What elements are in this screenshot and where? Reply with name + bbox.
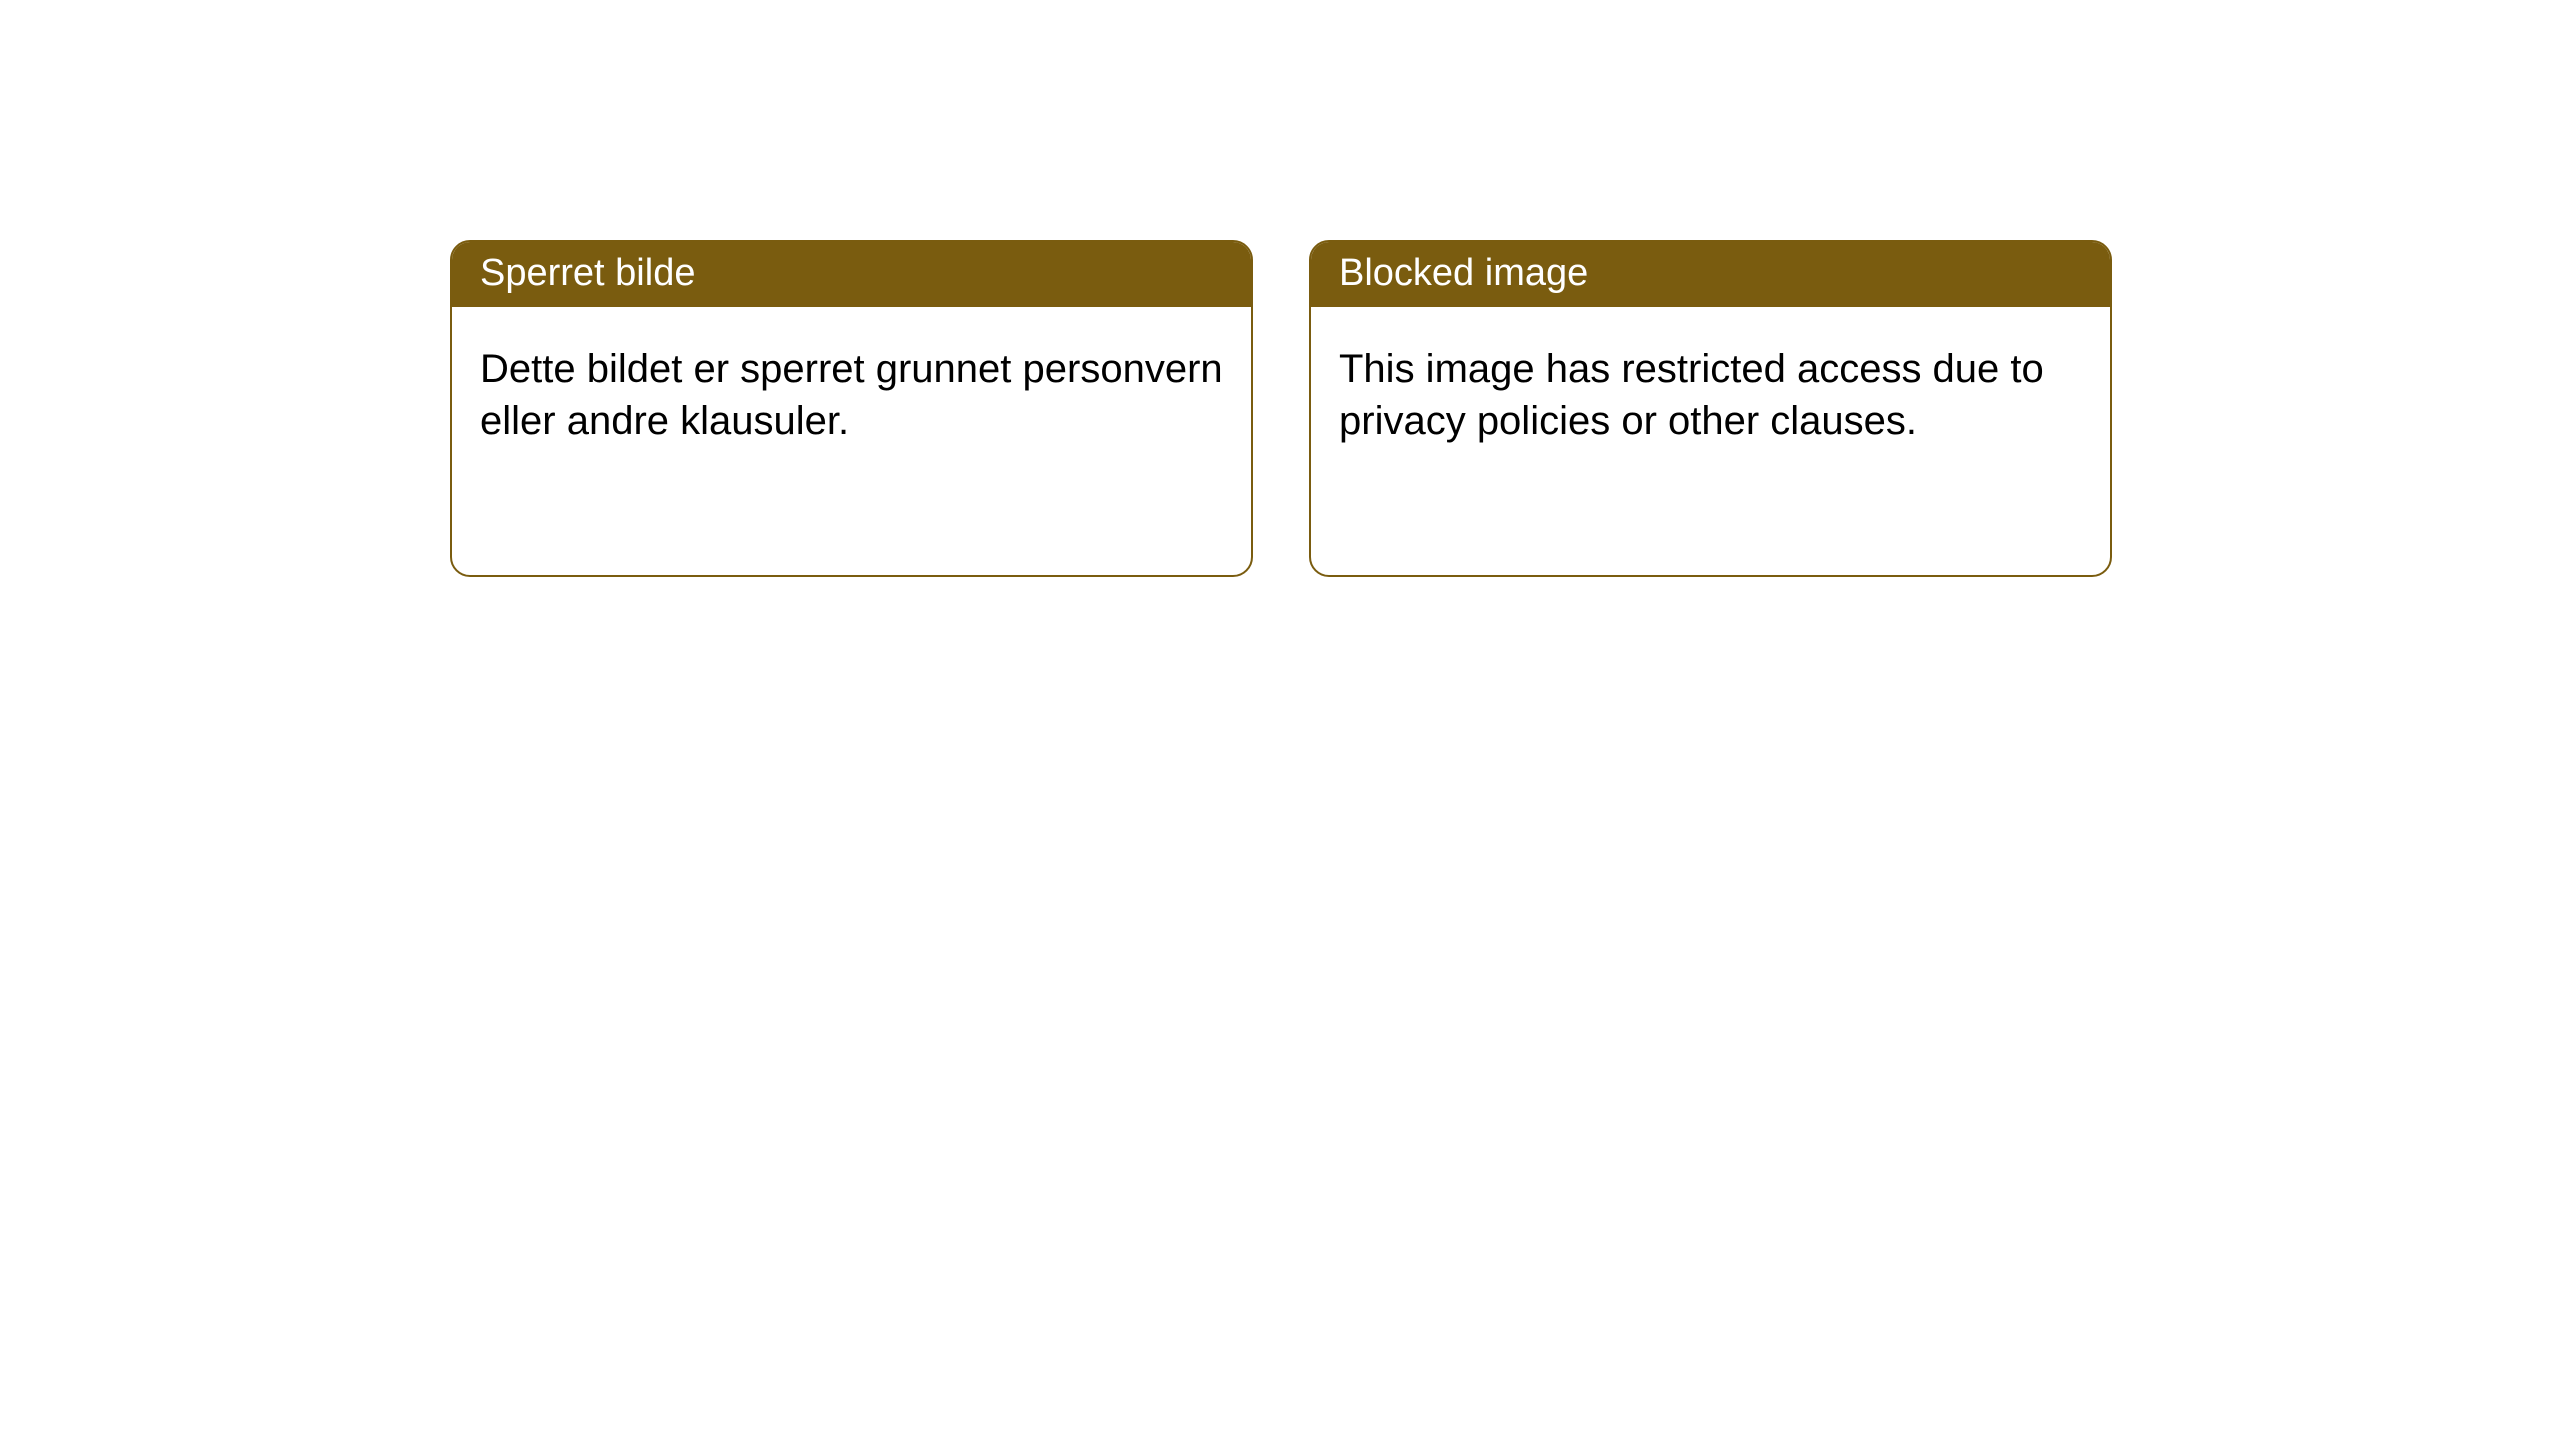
notice-container: Sperret bilde Dette bildet er sperret gr…	[0, 0, 2560, 577]
notice-body-norwegian: Dette bildet er sperret grunnet personve…	[452, 307, 1251, 475]
notice-title-norwegian: Sperret bilde	[452, 242, 1251, 307]
notice-title-english: Blocked image	[1311, 242, 2110, 307]
notice-card-english: Blocked image This image has restricted …	[1309, 240, 2112, 577]
notice-body-english: This image has restricted access due to …	[1311, 307, 2110, 475]
notice-card-norwegian: Sperret bilde Dette bildet er sperret gr…	[450, 240, 1253, 577]
